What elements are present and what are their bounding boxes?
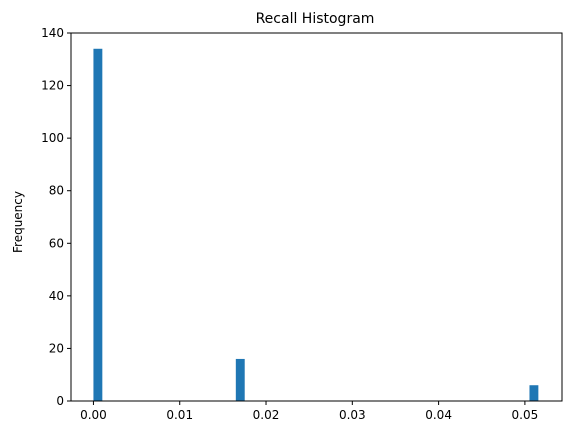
x-tick-label: 0.03 [339,408,366,422]
histogram-bar [529,385,539,401]
y-tick-label: 100 [41,131,64,145]
histogram-bar [93,48,103,402]
x-axis-ticks: 0.00 0.01 0.02 0.03 0.04 0.05 [80,401,538,422]
y-tick-label: 140 [41,26,64,40]
x-tick-label: 0.02 [253,408,280,422]
x-tick-label: 0.04 [425,408,452,422]
x-tick-label: 0.01 [166,408,193,422]
y-tick-label: 40 [49,289,64,303]
plot-frame [70,32,563,402]
y-tick-label: 80 [49,184,64,198]
y-tick-label: 20 [49,341,64,355]
bars-layer [93,48,539,402]
y-axis-label: Frequency [11,191,25,253]
chart-title: Recall Histogram [256,11,375,27]
y-axis-ticks: 0 20 40 60 80 100 120 140 [41,26,71,408]
y-tick-label: 0 [56,394,64,408]
x-tick-label: 0.00 [80,408,107,422]
y-tick-label: 60 [49,236,64,250]
histogram-bar [235,358,245,401]
x-tick-label: 0.05 [512,408,539,422]
y-tick-label: 120 [41,79,64,93]
